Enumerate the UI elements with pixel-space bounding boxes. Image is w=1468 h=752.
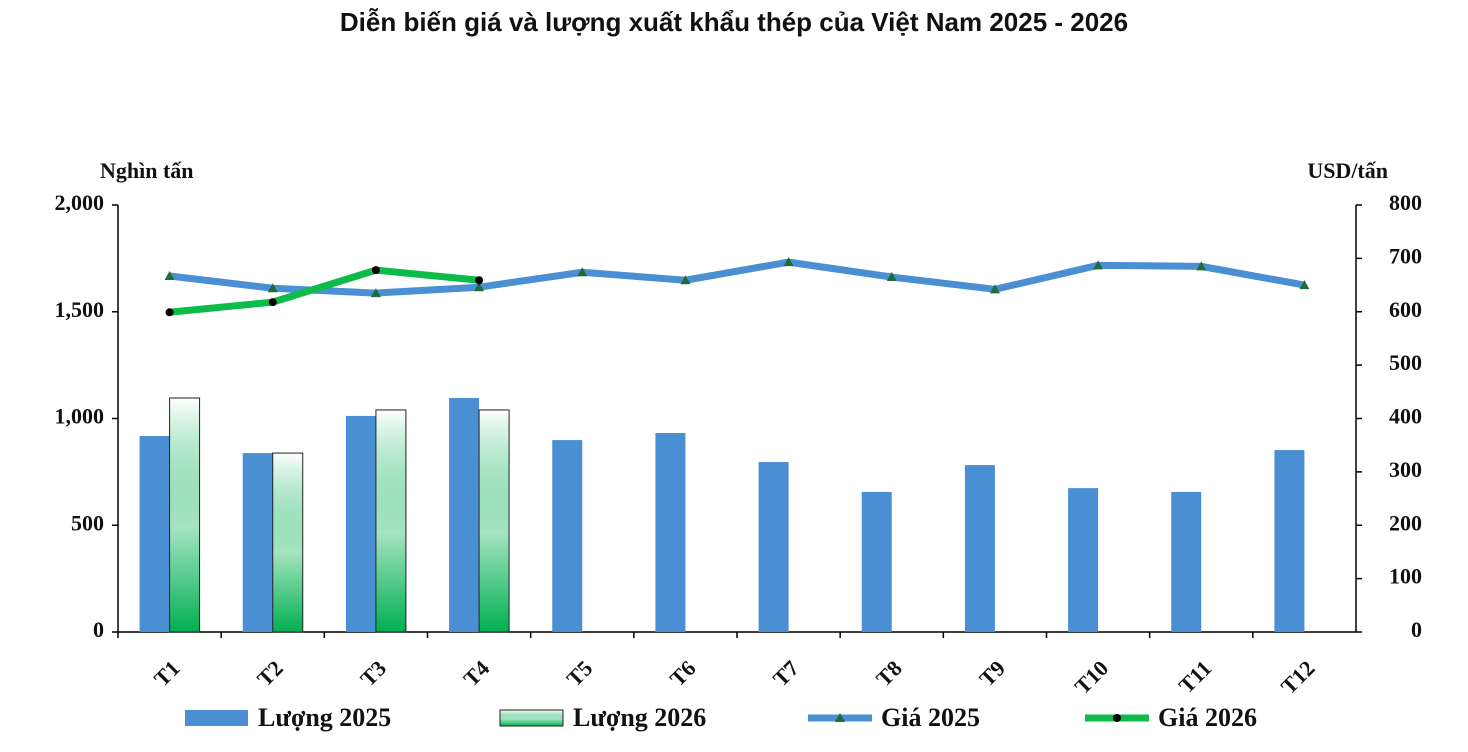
legend-label: Giá 2026	[1158, 703, 1257, 732]
y2-tick-label: 400	[1389, 404, 1422, 429]
y2-tick-label: 300	[1389, 457, 1422, 482]
x-tick-label: T7	[768, 655, 804, 691]
y-tick-label: 500	[71, 510, 104, 535]
bar	[478, 409, 510, 633]
point	[886, 272, 897, 282]
bar	[758, 462, 789, 632]
y2-tick-label: 0	[1411, 617, 1422, 642]
x-tick-label: T4	[458, 655, 494, 691]
point	[370, 288, 381, 298]
y-tick-label: 1,500	[55, 297, 105, 322]
point	[268, 298, 277, 307]
bar	[242, 453, 273, 632]
bar	[964, 465, 995, 632]
point	[1196, 261, 1207, 271]
legend-label: Giá 2025	[881, 703, 980, 732]
point	[165, 308, 174, 317]
bar	[139, 436, 170, 632]
y-tick-label: 1,000	[55, 404, 105, 429]
point	[783, 257, 794, 267]
y2-tick-label: 200	[1389, 510, 1422, 535]
bar	[345, 415, 376, 632]
x-tick-label: T8	[871, 655, 907, 691]
point	[371, 266, 380, 275]
y2-tick-label: 700	[1389, 243, 1422, 268]
x-tick-label: T9	[974, 655, 1010, 691]
bar	[169, 397, 201, 633]
point	[1113, 714, 1121, 722]
legend-swatch	[185, 710, 248, 726]
line	[169, 266, 480, 316]
y2-tick-label: 800	[1389, 190, 1422, 215]
legend-swatch	[499, 709, 564, 727]
point	[1093, 260, 1104, 270]
bar	[1171, 491, 1202, 632]
point	[835, 713, 845, 722]
y2-tick-label: 100	[1389, 564, 1422, 589]
y2-tick-label: 500	[1389, 350, 1422, 375]
point	[474, 282, 485, 292]
x-tick-label: T5	[562, 655, 598, 691]
y-tick-label: 0	[93, 617, 104, 642]
y2-axis-title: USD/tấn	[1307, 158, 1388, 183]
chart-title: Diễn biến giá và lượng xuất khẩu thép củ…	[340, 7, 1128, 37]
y-tick-label: 2,000	[55, 190, 105, 215]
x-tick-label: T2	[252, 655, 288, 691]
x-tick-label: T3	[355, 655, 391, 691]
bar	[861, 491, 892, 632]
legend-label: Lượng 2026	[573, 703, 706, 732]
point	[577, 267, 588, 277]
point	[680, 275, 691, 285]
bar	[1274, 450, 1305, 632]
point	[164, 270, 175, 280]
x-tick-label: T12	[1276, 655, 1320, 699]
point	[475, 276, 484, 285]
x-tick-label: T6	[665, 655, 701, 691]
bar	[1068, 488, 1099, 632]
y2-tick-label: 600	[1389, 297, 1422, 322]
legend-label: Lượng 2025	[258, 703, 391, 732]
x-tick-label: T10	[1070, 655, 1114, 699]
bar	[655, 433, 686, 632]
x-tick-label: T11	[1174, 655, 1217, 698]
point	[267, 283, 278, 293]
y-axis-title: Nghìn tấn	[100, 158, 194, 183]
bar	[552, 440, 583, 632]
bar	[375, 409, 407, 633]
x-tick-label: T1	[149, 655, 185, 691]
bar	[449, 398, 480, 632]
bar	[272, 452, 304, 633]
point	[1299, 280, 1310, 290]
line	[169, 258, 1306, 297]
point	[989, 284, 1000, 294]
